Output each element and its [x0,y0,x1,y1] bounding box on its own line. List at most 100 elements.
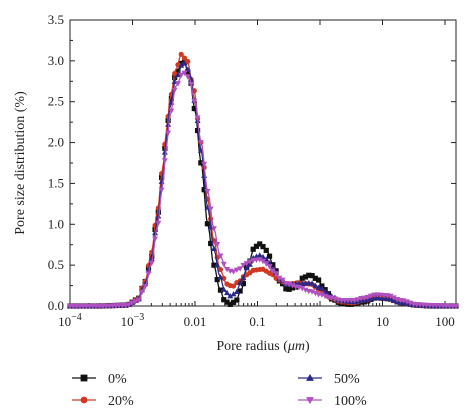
data-point [230,291,237,297]
data-point [178,72,185,79]
legend-label: 20% [108,394,134,409]
data-point [253,243,260,249]
data-point [224,299,230,305]
x-tick-exponent: −4 [71,312,82,323]
data-point [312,275,318,281]
data-point [172,70,178,77]
data-point [208,240,214,247]
legend-marker [80,396,88,404]
data-point [201,187,207,193]
data-point [171,87,178,93]
data-point [221,275,227,281]
data-point [217,287,224,293]
data-point [191,105,197,112]
data-point [276,275,283,282]
x-tick-label: 10−3 [121,312,145,329]
data-point [155,220,162,227]
data-point [204,188,211,195]
legend-item: 0% [72,372,127,387]
series-1 [67,51,459,309]
data-point [299,286,306,292]
data-point [152,229,159,236]
data-point [237,288,243,294]
y-tick-label: 2.0 [48,135,64,150]
data-point [309,273,315,279]
x-tick-exponent: −3 [134,312,145,323]
data-point [367,293,374,299]
data-point [181,60,188,66]
data-point [220,261,227,268]
data-point [224,289,231,296]
x-tick-label: 0.1 [249,314,265,329]
x-tick-base: 10 [121,314,134,329]
y-tick-label: 3.5 [48,12,64,27]
y-tick-label: 3.0 [48,53,64,68]
data-point [207,206,214,212]
legend: 0% 20% 50% 100% [72,372,367,409]
data-point [217,253,224,259]
legend-label: 100% [334,394,367,409]
x-tick-label: 100 [435,314,455,329]
data-point [214,276,220,283]
data-point [188,81,195,88]
data-point [260,244,266,250]
data-point [152,236,159,242]
data-point [161,149,168,155]
data-point [198,160,204,166]
data-point [184,74,191,80]
data-point [263,261,270,267]
legend-item: 20% [72,394,134,409]
data-point [283,286,289,292]
data-point [227,301,233,307]
data-point [243,264,250,271]
data-point [351,298,358,304]
data-point [273,271,280,277]
data-point [322,293,329,300]
data-point [233,288,240,295]
data-point [230,299,237,305]
data-point [289,283,296,289]
data-point [161,158,168,164]
data-point [354,297,361,303]
legend-label: 0% [108,372,127,387]
data-point [210,245,217,252]
data-point [230,269,237,275]
data-point [315,284,322,290]
data-point [204,221,210,227]
data-point [240,281,246,287]
data-point [214,242,221,248]
data-point [260,258,266,265]
data-point [148,260,155,267]
data-point [270,262,276,268]
x-axis-label-unit: μm [287,339,305,354]
y-tick-label: 0.5 [48,257,64,272]
data-point [178,51,184,57]
data-point [230,283,237,289]
data-point [256,257,263,263]
x-tick-label: 10−4 [58,312,82,329]
y-tick-label: 0.0 [48,298,64,313]
data-point [181,70,188,76]
data-point [142,284,149,290]
data-point [210,226,217,232]
x-tick-base: 10 [58,314,71,329]
data-point [181,55,188,61]
legend-marker [80,374,88,382]
data-point [138,289,145,296]
series-layer [67,51,459,310]
data-point [155,213,162,219]
y-axis-label: Pore size distribution (%) [13,91,28,235]
data-point [220,286,227,292]
data-point [246,259,253,265]
data-point [237,266,244,272]
data-point [312,282,319,288]
x-axis-label-prefix: Pore radius ( [216,339,288,354]
data-point [158,187,165,193]
data-point [145,267,152,273]
data-point [227,293,234,299]
legend-item: 50% [298,372,360,387]
data-point [184,66,191,72]
y-tick-label: 1.0 [48,216,64,231]
x-axis: 10−4 10−3 0.01 0.1 1 10 100 [58,20,457,329]
